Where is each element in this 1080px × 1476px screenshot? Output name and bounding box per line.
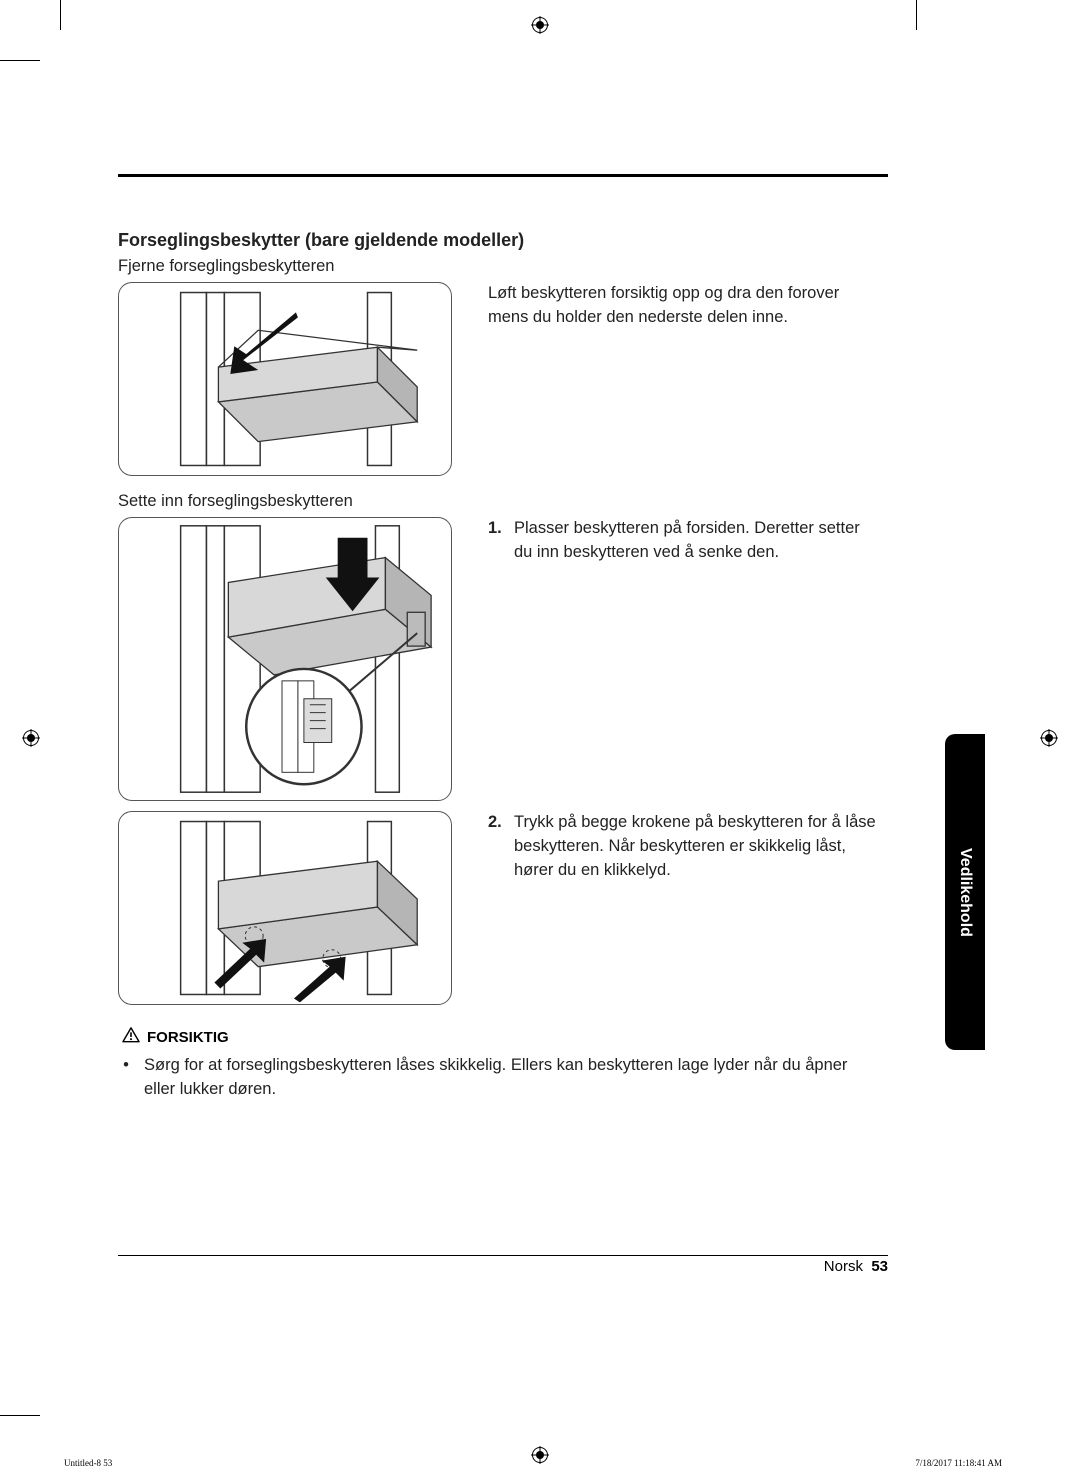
step-number: 1. [488,517,504,565]
side-tab: Vedlikehold [945,734,985,1050]
caution-body: Sørg for at forseglingsbeskytteren låses… [144,1054,878,1102]
subheading-insert: Sette inn forseglingsbeskytteren [118,492,878,511]
crop-mark [0,1415,40,1416]
page-footer: Norsk 53 [118,1255,888,1275]
text-remove: Løft beskytteren forsiktig opp og dra de… [488,282,878,476]
caution-heading: FORSIKTIG [122,1027,229,1047]
caution-text: • Sørg for at forseglingsbeskytteren lås… [118,1054,878,1102]
print-meta-left: Untitled-8 53 [64,1458,112,1468]
registration-mark-icon [1040,729,1058,747]
step-text: Plasser beskytteren på forsiden. Derette… [514,517,878,565]
caution-label: FORSIKTIG [147,1029,229,1046]
registration-mark-icon [22,729,40,747]
figure-insert-guard [118,517,452,801]
footer-rule [118,1255,888,1256]
side-tab-label: Vedlikehold [956,848,974,937]
figure-remove-guard [118,282,452,476]
footer-lang: Norsk [824,1258,863,1275]
step-number: 2. [488,811,504,883]
footer-page: 53 [871,1258,888,1275]
print-meta-right: 7/18/2017 11:18:41 AM [915,1458,1002,1468]
crop-mark [916,0,917,30]
subheading-remove: Fjerne forseglingsbeskytteren [118,257,878,276]
crop-mark [60,0,61,30]
step-text: Trykk på begge krokene på beskytteren fo… [514,811,878,883]
text-insert-step1: 1. Plasser beskytteren på forsiden. Dere… [488,517,878,801]
caution-block: FORSIKTIG • Sørg for at forseglingsbesky… [118,1027,878,1102]
registration-mark-icon [531,1446,549,1464]
warning-icon [122,1027,140,1047]
page-content: Forseglingsbeskytter (bare gjeldende mod… [118,170,878,1102]
bullet: • [118,1054,134,1102]
registration-mark-icon [531,16,549,34]
crop-mark [0,60,40,61]
heading: Forseglingsbeskytter (bare gjeldende mod… [118,230,878,251]
text-insert-step2: 2. Trykk på begge krokene på beskytteren… [488,811,878,1005]
figure-lock-guard [118,811,452,1005]
